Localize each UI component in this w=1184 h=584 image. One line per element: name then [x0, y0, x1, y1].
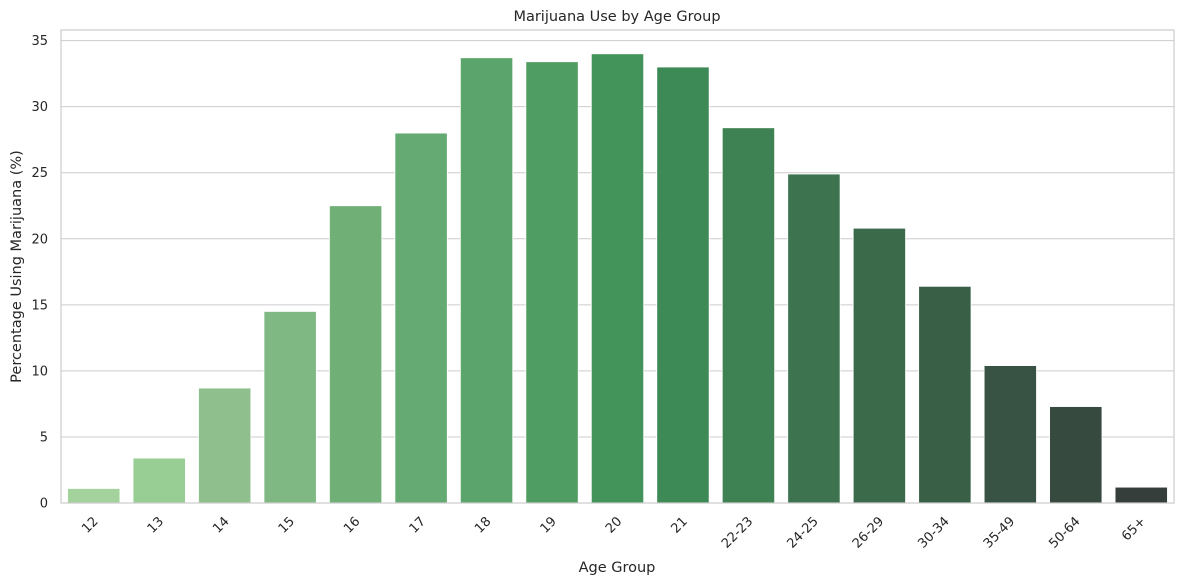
y-tick-label: 20	[31, 232, 48, 247]
chart-title: Marijuana Use by Age Group	[513, 9, 720, 25]
bar-20	[590, 53, 645, 504]
x-tick-label: 18	[472, 514, 494, 536]
bar-50-64	[1049, 406, 1103, 504]
x-tick-label: 24-25	[784, 514, 821, 551]
y-tick-label: 15	[31, 298, 48, 313]
x-tick-label: 20	[603, 514, 625, 536]
x-tick-label: 65+	[1119, 514, 1149, 544]
x-tick-label: 19	[538, 514, 560, 536]
bar-24-25	[787, 173, 841, 504]
x-axis-label: Age Group	[579, 560, 656, 576]
bar-21	[656, 66, 710, 504]
y-tick-label: 25	[31, 166, 48, 181]
y-tick-label: 35	[31, 34, 48, 49]
plot-frame	[60, 29, 1175, 504]
bar-65+	[1114, 486, 1168, 504]
y-tick-label: 0	[40, 497, 48, 512]
x-tick-label: 26-29	[850, 514, 887, 551]
x-tick-label: 21	[668, 514, 690, 536]
x-tick-label: 14	[210, 514, 232, 536]
x-tick-label: 16	[341, 514, 363, 536]
bar-12	[67, 488, 121, 504]
bar-15	[263, 311, 317, 504]
bar-17	[394, 132, 448, 504]
bar-35-49	[983, 365, 1037, 504]
x-tick-label: 22-23	[719, 514, 756, 551]
bar-30-34	[918, 285, 972, 504]
x-tick-label: 50-64	[1046, 514, 1083, 551]
x-tick-label: 12	[79, 514, 101, 536]
x-tick-label: 35-49	[981, 514, 1018, 551]
bar-18	[459, 57, 514, 504]
x-tick-labels: 12 13 14 15 16 17 18 19 20 21 22-23 24-25 26-29 30-34…	[79, 514, 1149, 551]
y-tick-labels: 0 5 10 15 20 25 30 35	[31, 34, 48, 511]
x-tick-label: 30-34	[915, 514, 952, 551]
bar-layer	[67, 53, 1168, 504]
y-tick-label: 10	[31, 364, 48, 379]
x-tick-label: 17	[407, 514, 429, 536]
bar-19	[525, 61, 579, 504]
y-axis-label: Percentage Using Marijuana (%)	[9, 150, 25, 383]
bar-26-29	[852, 227, 906, 504]
y-tick-label: 30	[31, 100, 48, 115]
bar-22-23	[721, 127, 776, 504]
x-tick-label: 13	[145, 514, 167, 536]
y-tick-label: 5	[40, 430, 48, 445]
bar-16	[329, 205, 383, 504]
x-tick-label: 15	[276, 514, 298, 536]
bar-13	[132, 457, 186, 504]
bar-14	[198, 387, 252, 504]
